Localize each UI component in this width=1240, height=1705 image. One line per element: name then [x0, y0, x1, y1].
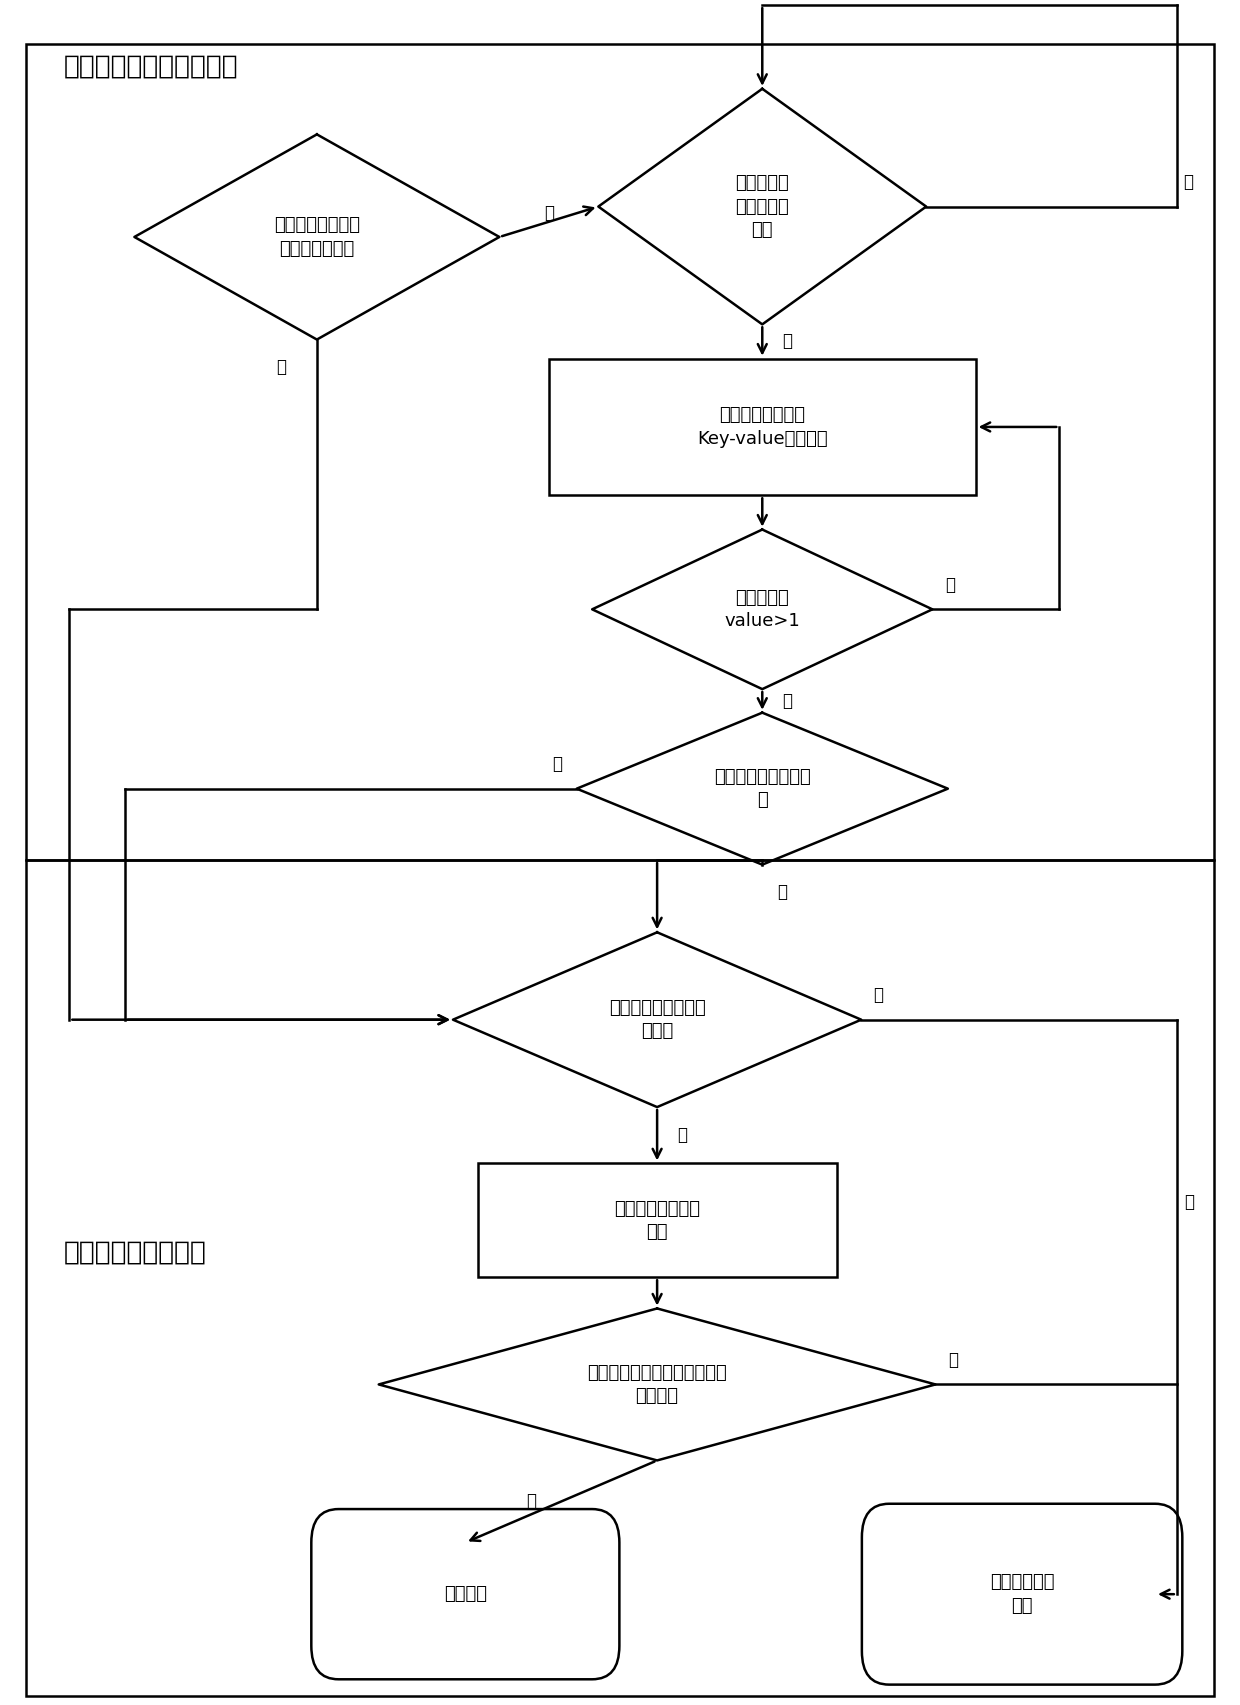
- Text: 否: 否: [277, 358, 286, 375]
- Text: 是: 是: [782, 332, 792, 351]
- Text: 否: 否: [782, 692, 792, 709]
- Text: 数据程序是否全部执
行完成: 数据程序是否全部执 行完成: [609, 999, 706, 1040]
- Bar: [26, 859, 1214, 1696]
- Text: 是: 是: [544, 205, 554, 222]
- Text: 是: 是: [1184, 1194, 1194, 1211]
- Text: 是: 是: [945, 576, 955, 593]
- Text: 新增数据唯一性检测部分: 新增数据唯一性检测部分: [63, 53, 238, 78]
- Bar: [549, 358, 976, 496]
- Bar: [26, 44, 1214, 859]
- Text: 是: 是: [777, 883, 787, 900]
- Text: 是: 是: [677, 1127, 687, 1144]
- Text: 依据输入参数判断
是否启用该装置: 依据输入参数判断 是否启用该装置: [274, 217, 360, 257]
- Text: 数据准确性校验部分: 数据准确性校验部分: [63, 1240, 206, 1267]
- Text: 否: 否: [874, 987, 884, 1004]
- Text: 获取数据文件相关
信息: 获取数据文件相关 信息: [614, 1200, 701, 1241]
- Bar: [477, 1163, 837, 1277]
- Text: 检测数据是否插入完
成: 检测数据是否插入完 成: [714, 767, 811, 810]
- Text: 检测是否有
value>1: 检测是否有 value>1: [724, 588, 800, 631]
- Text: 否: 否: [527, 1492, 537, 1511]
- Text: 正常退出: 正常退出: [444, 1586, 487, 1603]
- Text: 否: 否: [552, 755, 562, 774]
- Text: 发警告，程序
退出: 发警告，程序 退出: [990, 1574, 1054, 1615]
- Text: 数据是否开
始往目标表
插入: 数据是否开 始往目标表 插入: [735, 174, 789, 239]
- Text: 计数模块开始启动
Key-value统计进行: 计数模块开始启动 Key-value统计进行: [697, 406, 827, 448]
- Text: 是: 是: [947, 1352, 957, 1369]
- Text: 否: 否: [1183, 174, 1193, 191]
- Text: 判定文件时间、大小、记录数
是否异常: 判定文件时间、大小、记录数 是否异常: [588, 1364, 727, 1405]
